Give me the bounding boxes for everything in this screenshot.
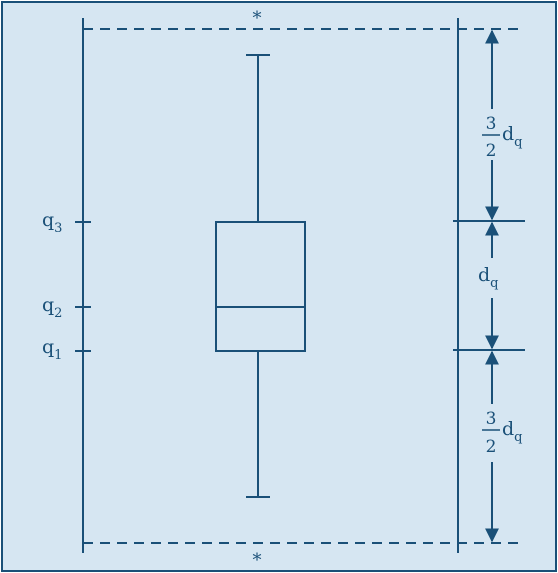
q3-label: q3: [42, 209, 62, 236]
upper-outlier-star: *: [253, 8, 262, 29]
svg-text:dq: dq: [478, 264, 499, 291]
lower-outlier-star: *: [253, 550, 262, 571]
svg-text:dq: dq: [502, 418, 523, 445]
upper-dimension-label: 3 2 dq: [482, 114, 523, 161]
svg-text:2: 2: [486, 141, 497, 161]
q1-label: q1: [42, 336, 62, 363]
q2-label: q2: [42, 294, 62, 321]
interquartile-box: [215, 221, 306, 352]
svg-text:dq: dq: [502, 123, 523, 150]
svg-text:3: 3: [486, 409, 497, 429]
svg-text:2: 2: [486, 437, 497, 457]
lower-dimension-label: 3 2 dq: [482, 409, 523, 457]
svg-text:3: 3: [486, 114, 497, 134]
middle-dimension-label: dq: [478, 264, 499, 291]
